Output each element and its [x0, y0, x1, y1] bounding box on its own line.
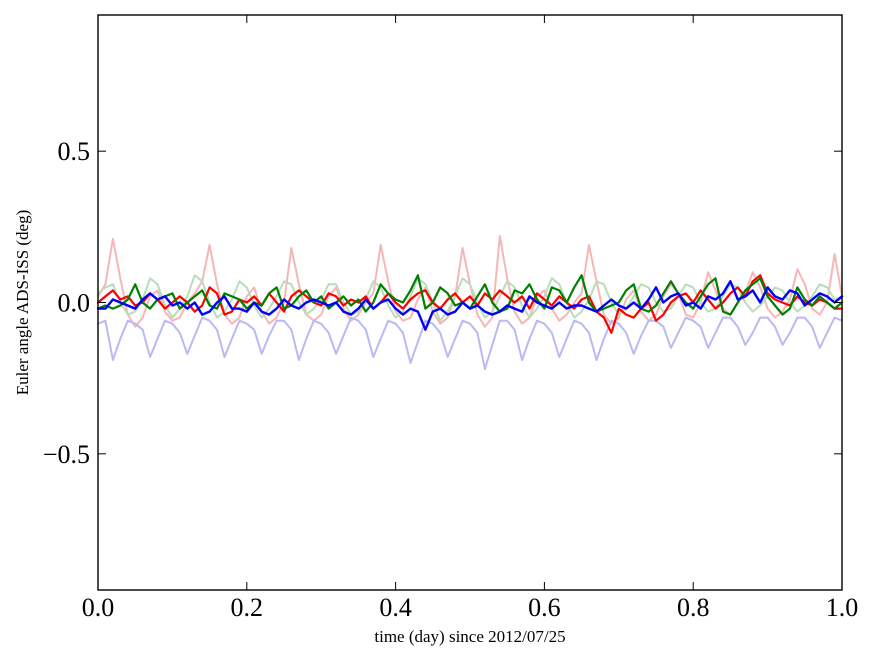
y-tick-label-0: −0.5: [43, 440, 90, 469]
series-line-2: [97, 316, 843, 371]
x-tick-label-4: 0.8: [677, 593, 710, 622]
x-tick-label-0: 0.0: [82, 593, 115, 622]
x-tick-label-2: 0.4: [379, 593, 412, 622]
series-line-3: [96, 274, 844, 334]
x-tick-label-3: 0.6: [528, 593, 561, 622]
series-line-5: [96, 280, 844, 331]
y-tick-label-2: 0.5: [58, 137, 91, 166]
y-axis-title: Euler angle ADS-ISS (deg): [13, 210, 32, 396]
series-layer: [96, 234, 844, 371]
tick-labels-layer: 0.0 0.2 0.4 0.6 0.8 1.0 −0.5 0.0 0.5: [43, 137, 858, 622]
x-tick-label-1: 0.2: [231, 593, 264, 622]
y-tick-label-1: 0.0: [58, 289, 91, 318]
series-line-1: [97, 274, 843, 322]
plot-frame: [97, 14, 843, 591]
x-tick-label-5: 1.0: [826, 593, 859, 622]
x-axis-title: time (day) since 2012/07/25: [374, 627, 565, 646]
